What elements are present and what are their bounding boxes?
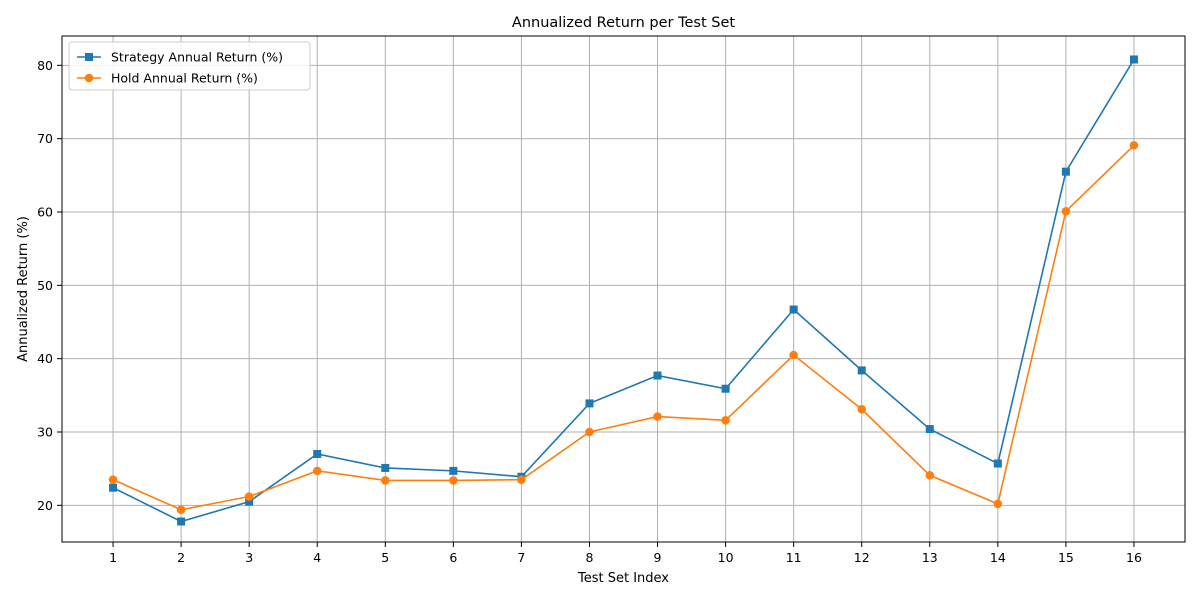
legend-item: Hold Annual Return (%) <box>77 71 258 86</box>
chart-title: Annualized Return per Test Set <box>512 15 735 31</box>
y-axis-label: Annualized Return (%) <box>16 216 31 362</box>
x-tick-label: 12 <box>854 550 870 565</box>
series-2 <box>108 140 1139 515</box>
y-tick-label: 40 <box>37 351 53 366</box>
data-point <box>449 476 458 485</box>
y-tick-label: 60 <box>37 205 53 220</box>
x-tick-label: 6 <box>449 550 457 565</box>
data-point <box>1129 55 1138 64</box>
y-tick-label: 80 <box>37 58 53 73</box>
data-point <box>925 470 935 480</box>
x-tick-label: 9 <box>654 550 662 565</box>
data-point <box>857 404 867 414</box>
data-point <box>857 366 866 375</box>
grid-layer <box>62 36 1185 542</box>
y-tick-label: 70 <box>37 131 53 146</box>
series-layer <box>108 55 1139 526</box>
data-point <box>721 415 730 425</box>
data-point <box>653 412 662 421</box>
x-tick-label: 8 <box>585 550 593 565</box>
x-tick-label: 1 <box>109 550 117 565</box>
data-point <box>1061 206 1071 216</box>
data-point <box>993 459 1002 468</box>
legend-box <box>68 41 311 91</box>
x-tick-label: 13 <box>922 550 938 565</box>
data-point <box>244 492 254 501</box>
data-point <box>109 483 118 492</box>
plot-frame <box>61 35 1186 543</box>
x-axis-label: Test Set Index <box>577 571 669 586</box>
data-point <box>585 399 594 408</box>
y-tick-label: 30 <box>37 425 53 440</box>
x-tick-label: 3 <box>245 550 253 565</box>
series-line <box>112 59 1135 523</box>
x-axis: 1 2 3 4 5 6 7 8 9 10 11 12 13 14 15 16 <box>109 542 1142 565</box>
x-tick-label: 10 <box>718 550 734 565</box>
series-1 <box>109 55 1138 526</box>
data-point <box>108 475 118 484</box>
data-point <box>177 517 186 526</box>
data-point <box>380 476 390 485</box>
x-tick-label: 14 <box>990 550 1006 565</box>
legend-marker <box>84 73 94 83</box>
data-point <box>925 425 934 434</box>
data-point <box>1129 140 1139 150</box>
y-tick-label: 50 <box>37 278 53 293</box>
data-point <box>313 450 322 458</box>
legend-marker <box>85 53 93 61</box>
x-tick-label: 5 <box>381 550 389 565</box>
x-tick-label: 7 <box>517 550 525 565</box>
legend-label: Strategy Annual Return (%) <box>111 50 283 65</box>
data-point <box>653 371 662 380</box>
data-point <box>993 499 1003 509</box>
data-point <box>789 350 798 360</box>
data-point <box>789 305 798 314</box>
x-tick-label: 4 <box>313 550 321 565</box>
data-point <box>381 463 390 472</box>
legend-label: Hold Annual Return (%) <box>111 71 258 86</box>
data-point <box>176 505 186 515</box>
data-point <box>517 475 526 484</box>
y-tick-label: 20 <box>37 498 53 513</box>
legend-item: Strategy Annual Return (%) <box>77 50 283 65</box>
legend: Strategy Annual Return (%) Hold Annual Re… <box>68 41 311 91</box>
x-tick-label: 11 <box>786 550 802 565</box>
x-tick-label: 15 <box>1058 550 1074 565</box>
data-point <box>449 466 458 475</box>
data-point <box>585 427 594 437</box>
y-axis: 20 30 40 50 60 70 80 <box>37 58 62 513</box>
series-line <box>112 144 1135 511</box>
data-point <box>245 497 254 506</box>
data-point <box>1061 167 1070 176</box>
x-tick-label: 2 <box>177 550 185 565</box>
data-point <box>312 466 322 476</box>
data-point <box>721 384 730 393</box>
x-tick-label: 16 <box>1126 550 1142 565</box>
